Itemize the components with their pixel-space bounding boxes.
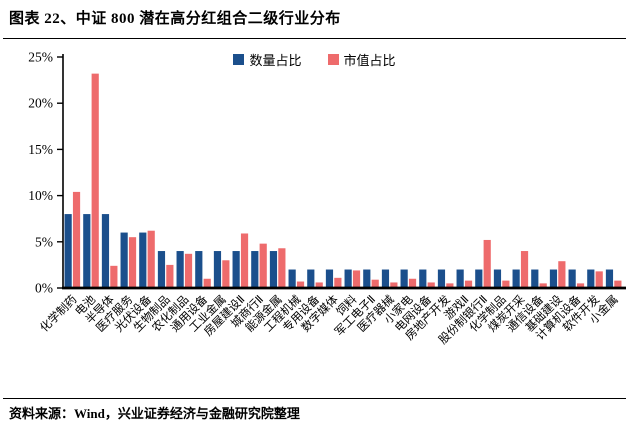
bar-市值占比-游戏Ⅱ (464, 280, 473, 288)
bar-数量占比-房屋建设Ⅱ (232, 251, 240, 288)
bar-数量占比-专用设备 (307, 269, 315, 288)
bar-数量占比-城商行Ⅱ (251, 251, 259, 288)
bar-数量占比-医疗器械 (381, 269, 390, 288)
bar-市值占比-计算机设备 (576, 283, 585, 288)
bar-数量占比-小家电 (400, 269, 408, 288)
bar-市值占比-城商行Ⅱ (259, 243, 267, 288)
bar-市值占比-小金属 (614, 280, 622, 288)
bar-市值占比-农化制品 (184, 253, 193, 288)
bar-市值占比-基础建设 (558, 261, 566, 288)
bar-数量占比-工业金属 (213, 251, 222, 288)
bar-市值占比-化学制药 (72, 191, 81, 288)
bar-数量占比-通用设备 (195, 251, 203, 288)
bar-市值占比-通信设备 (539, 283, 547, 288)
bar-市值占比-数字媒体 (334, 277, 342, 288)
bar-市值占比-专用设备 (315, 282, 323, 288)
legend-label-quantity: 数量占比 (249, 53, 302, 68)
bar-市值占比-医疗器械 (390, 282, 398, 288)
bar-数量占比-基础建设 (549, 269, 558, 288)
bar-数量占比-农化制品 (176, 251, 184, 288)
bar-数量占比-医疗服务 (120, 232, 128, 288)
bar-市值占比-房地产开发 (446, 283, 454, 288)
bar-数量占比-股份制银行Ⅱ (475, 269, 483, 288)
bar-数量占比-房地产开发 (437, 269, 446, 288)
footer-divider (3, 398, 626, 399)
bar-数量占比-化学制品 (493, 269, 502, 288)
legend-item-market-value: 市值占比 (327, 50, 396, 69)
bar-数量占比-通信设备 (531, 269, 539, 288)
market-value-swatch-icon (327, 54, 339, 65)
bar-市值占比-通用设备 (203, 278, 211, 288)
bar-数量占比-生物制品 (157, 251, 166, 288)
y-tick-label: 10% (28, 188, 53, 203)
bar-市值占比-能源金属 (278, 248, 286, 288)
bar-市值占比-生物制品 (166, 264, 174, 288)
bar-市值占比-电网设备 (427, 282, 435, 288)
bar-市值占比-工业金属 (222, 260, 230, 288)
bar-数量占比-饲料 (344, 269, 352, 288)
bar-数量占比-能源金属 (269, 251, 278, 288)
bar-市值占比-军工电子Ⅱ (371, 279, 379, 288)
bar-数量占比-工程机械 (288, 269, 296, 288)
bar-市值占比-工程机械 (296, 281, 305, 288)
y-tick-label: 20% (28, 96, 53, 111)
bar-数量占比-光伏设备 (139, 232, 147, 288)
y-tick-label: 0% (35, 281, 53, 296)
quantity-swatch-icon (233, 54, 245, 65)
bar-市值占比-房屋建设Ⅱ (240, 233, 249, 288)
bar-市值占比-饲料 (352, 270, 361, 288)
bar-市值占比-医疗服务 (128, 237, 137, 288)
bar-市值占比-半导体 (110, 265, 118, 288)
y-tick-label: 25% (28, 50, 53, 65)
bar-数量占比-电池 (83, 214, 91, 288)
bar-数量占比-化学制药 (64, 214, 72, 288)
chart-legend: 数量占比 市值占比 (0, 50, 629, 69)
bar-数量占比-软件开发 (587, 269, 595, 288)
bar-市值占比-煤炭开采 (520, 251, 529, 288)
bar-数量占比-游戏Ⅱ (456, 269, 464, 288)
legend-label-market-value: 市值占比 (343, 53, 396, 68)
source-note: 资料来源：Wind，兴业证券经济与金融研究院整理 (9, 406, 300, 421)
legend-item-quantity: 数量占比 (233, 50, 302, 69)
bar-数量占比-计算机设备 (568, 269, 576, 288)
bar-市值占比-股份制银行Ⅱ (483, 239, 491, 288)
header-divider (3, 38, 626, 39)
bar-市值占比-光伏设备 (147, 230, 155, 288)
bar-数量占比-电网设备 (419, 269, 427, 288)
bar-市值占比-电池 (91, 73, 99, 288)
bar-市值占比-化学制品 (502, 280, 510, 288)
bar-数量占比-小金属 (605, 269, 614, 288)
x-tick-label: 化学制药 (37, 292, 79, 334)
bar-数量占比-煤炭开采 (512, 269, 520, 288)
bar-数量占比-半导体 (101, 214, 110, 288)
chart-title: 图表 22、中证 800 潜在高分红组合二级行业分布 (9, 11, 341, 27)
bar-市值占比-软件开发 (595, 271, 603, 288)
bar-数量占比-军工电子Ⅱ (363, 269, 371, 288)
bar-数量占比-数字媒体 (325, 269, 334, 288)
y-tick-label: 5% (35, 234, 53, 249)
y-tick-label: 15% (28, 142, 53, 157)
bar-市值占比-小家电 (408, 278, 417, 288)
